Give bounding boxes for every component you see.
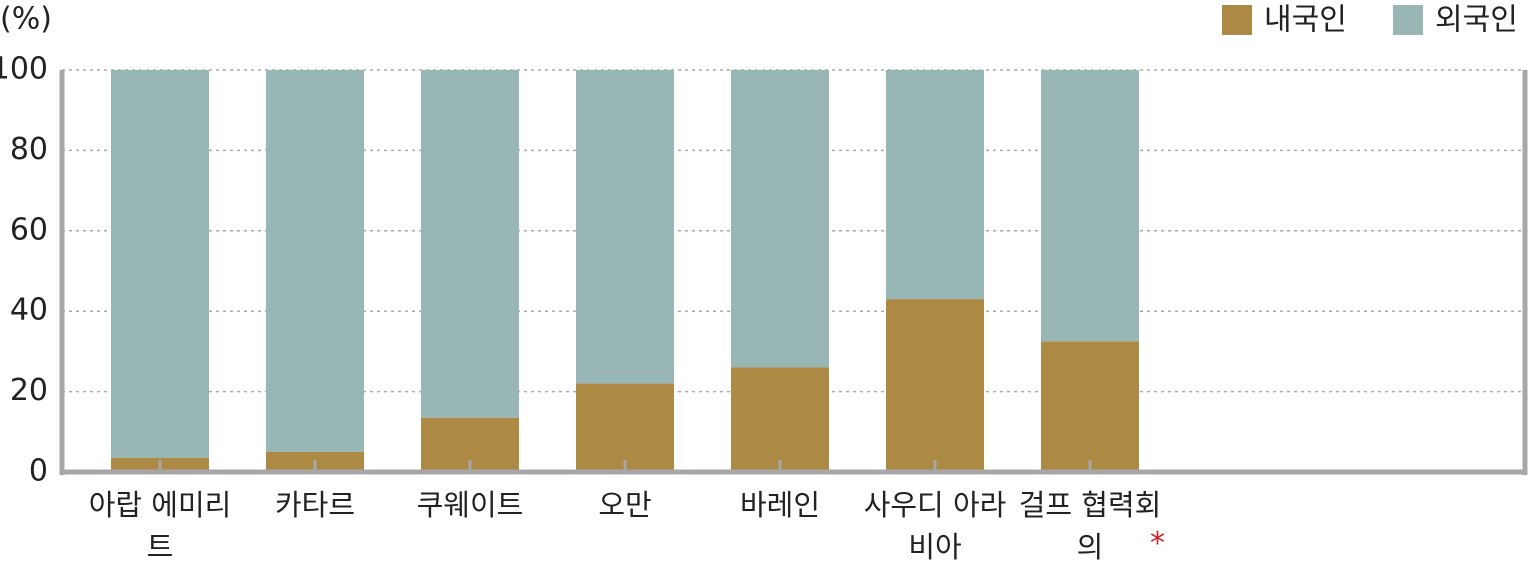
y-tick-label: 60 (10, 212, 48, 247)
x-tick-label: 쿠웨이트 (416, 488, 524, 522)
bar-segment (1041, 70, 1139, 342)
y-tick-label: 40 (10, 293, 48, 328)
x-tick-label: 바레인 (739, 488, 821, 522)
bar-segment (886, 299, 984, 472)
legend-swatch (1222, 5, 1252, 35)
bar-segment (421, 70, 519, 418)
x-tick-label: 사우디 아라비아 (863, 488, 1007, 564)
x-tick-label: 걸프 협력회의 (1018, 488, 1162, 564)
y-tick-label: 100 (0, 52, 48, 87)
y-tick-label: 80 (10, 132, 48, 167)
y-tick-label: 20 (10, 373, 48, 408)
x-tick-label: 아랍 에미리트 (88, 488, 232, 564)
legend-label: 외국인 (1435, 3, 1518, 38)
x-tick-label: 카타르 (274, 488, 356, 522)
bar-segment (111, 70, 209, 458)
legend-label: 내국인 (1264, 3, 1347, 38)
x-tick-label: 오만 (598, 488, 652, 522)
y-unit: (%) (0, 2, 52, 37)
footnote-marker: * (1150, 526, 1165, 561)
bar-segment (576, 383, 674, 472)
bar-segment (886, 70, 984, 300)
bar-segment (731, 70, 829, 368)
bar-segment (576, 70, 674, 384)
legend-swatch (1393, 5, 1423, 35)
bar-segment (266, 70, 364, 452)
bar-segment (1041, 341, 1139, 472)
bar-segment (731, 367, 829, 472)
y-tick-label: 0 (29, 454, 48, 489)
